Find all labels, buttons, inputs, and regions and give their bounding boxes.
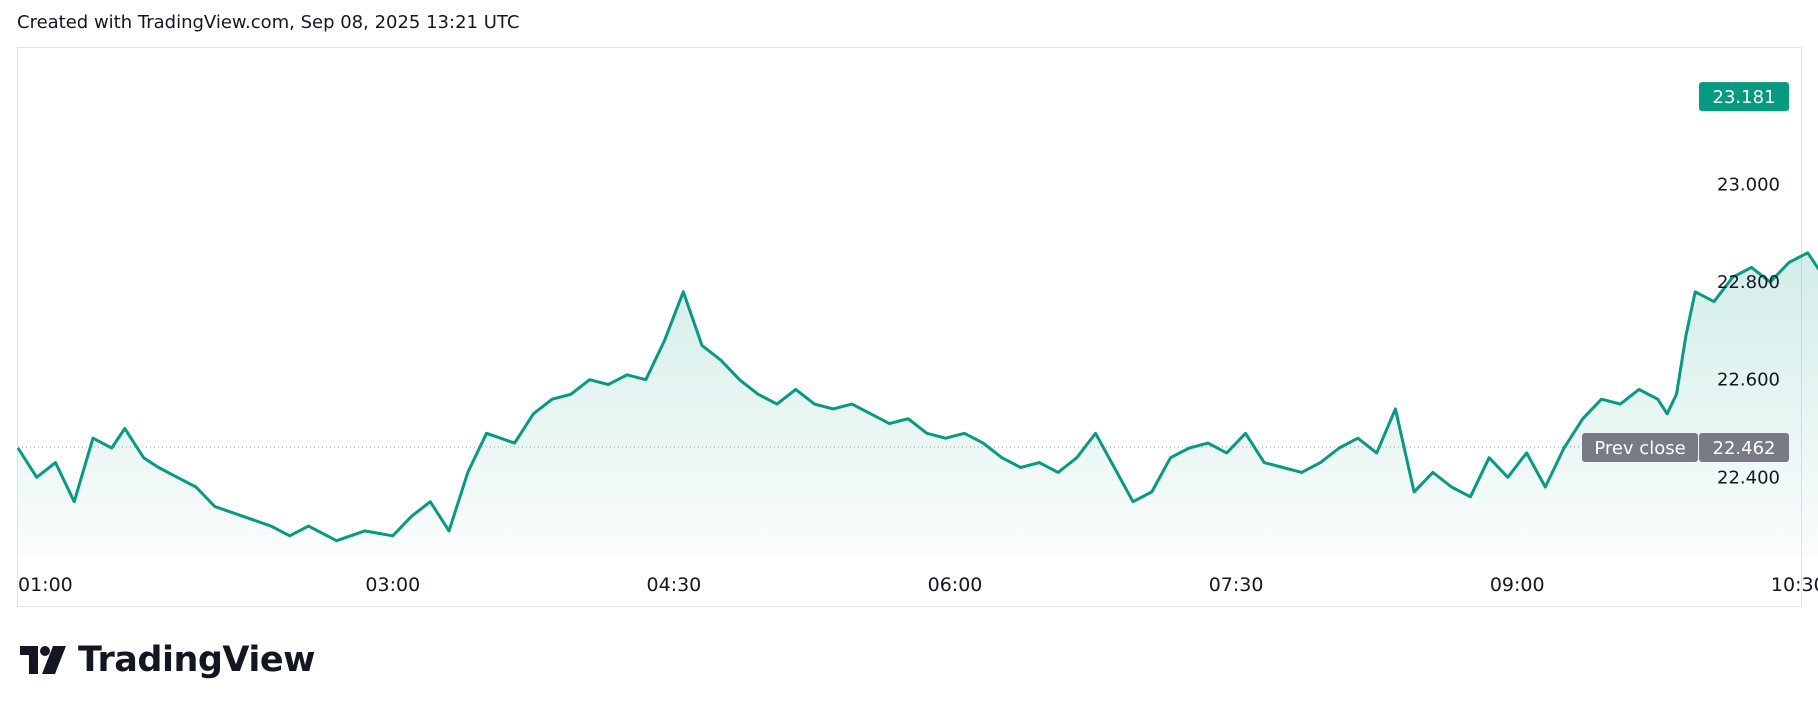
x-tick-label: 04:30 xyxy=(647,574,702,596)
x-tick-label: 01:00 xyxy=(18,574,73,596)
price-area-fill xyxy=(18,252,1818,556)
chart-attribution-header: Created with TradingView.com, Sep 08, 20… xyxy=(17,12,520,33)
y-tick-label: 22.600 xyxy=(1717,370,1780,391)
y-tick-label: 23.000 xyxy=(1717,174,1780,195)
price-series-line xyxy=(16,251,1818,543)
prev-close-label: Prev close xyxy=(1594,438,1685,459)
x-tick-label: 03:00 xyxy=(365,574,420,596)
x-tick-label: 09:00 xyxy=(1490,574,1545,596)
y-tick-label: 22.800 xyxy=(1717,272,1780,293)
prev-close-value-tag xyxy=(1699,433,1789,462)
last-price-value: 23.181 xyxy=(1713,87,1776,108)
prev-close-value: 22.462 xyxy=(1713,438,1776,459)
tradingview-wordmark: TradingView xyxy=(78,640,315,680)
tradingview-logo: TradingView xyxy=(20,640,315,680)
x-tick-label: 06:00 xyxy=(928,574,983,596)
x-tick-label: 07:30 xyxy=(1209,574,1264,596)
last-price-tag xyxy=(1699,82,1789,112)
prev-close-label-tag xyxy=(1582,433,1698,462)
y-tick-label: 22.400 xyxy=(1717,467,1780,488)
tradingview-logo-icon xyxy=(20,646,66,674)
x-tick-label: 10:30 xyxy=(1771,574,1818,596)
